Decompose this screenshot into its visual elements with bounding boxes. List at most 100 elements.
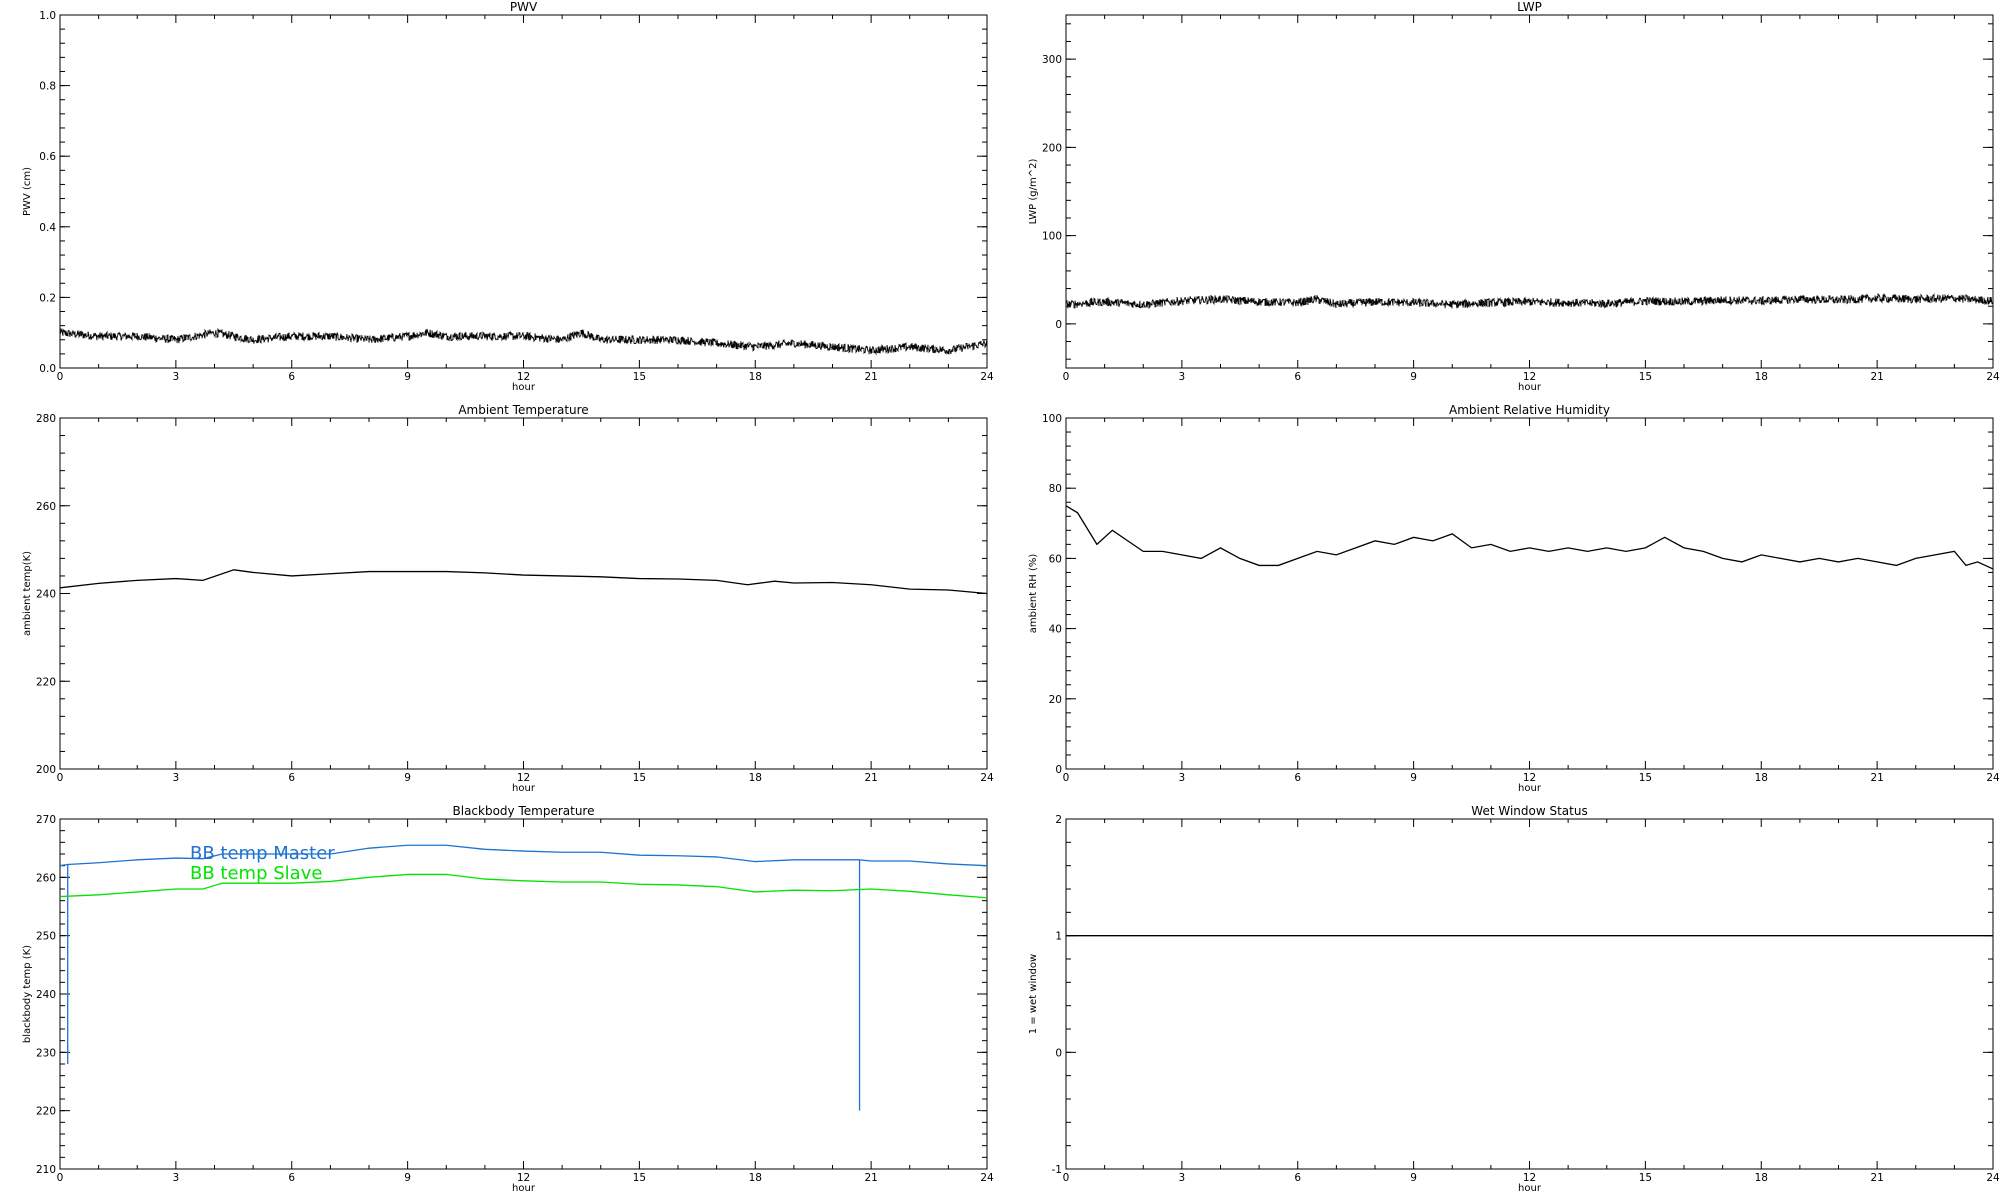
x-tick-label: 3 — [173, 1172, 180, 1184]
x-tick-label: 24 — [980, 1172, 994, 1184]
plot-frame — [1065, 417, 1994, 770]
x-tick-label: 24 — [980, 772, 994, 784]
x-tick-label: 18 — [749, 371, 762, 383]
y-tick-label: 0.0 — [39, 363, 56, 375]
chart-panel: Blackbody Temperature 0 3 6 9 12 15 18 21 24 hour 2… — [22, 804, 994, 1194]
x-tick-label: 9 — [404, 772, 411, 784]
y-tick-label: 0 — [1055, 1047, 1062, 1059]
y-tick-label: 200 — [36, 764, 56, 776]
x-tick-label: 24 — [1986, 772, 2000, 784]
x-tick-label: 18 — [1755, 772, 1768, 784]
x-tick-label: 12 — [517, 772, 530, 784]
y-tick-label: 60 — [1049, 553, 1062, 565]
x-tick-label: 18 — [749, 1172, 762, 1184]
x-tick-label: 21 — [1870, 772, 1883, 784]
series-line — [60, 327, 987, 356]
x-tick-label: 15 — [633, 1172, 646, 1184]
y-tick-label: 40 — [1049, 624, 1062, 636]
x-tick-label: 18 — [749, 772, 762, 784]
x-tick-label: 18 — [1755, 1172, 1768, 1184]
y-axis-label: LWP (g/m^2) — [1028, 159, 1039, 225]
y-tick-label: 260 — [36, 872, 56, 884]
plot-frame — [59, 14, 988, 369]
x-tick-label: 6 — [288, 371, 295, 383]
y-tick-label: 220 — [36, 676, 56, 688]
x-tick-label: 3 — [1179, 371, 1186, 383]
x-tick-label: 3 — [1179, 772, 1186, 784]
chart-title: Wet Window Status — [1471, 804, 1587, 818]
x-tick-label: 21 — [864, 772, 877, 784]
x-tick-label: 12 — [1523, 772, 1536, 784]
chart-panel: LWP 0 3 6 9 12 15 18 21 24 hour 0 100 200 300 LWP (g/m^… — [1028, 0, 2000, 393]
y-tick-label: 240 — [36, 989, 56, 1001]
plot-frame — [59, 417, 988, 770]
plot-frame — [1065, 818, 1994, 1170]
x-tick-label: 9 — [1410, 371, 1417, 383]
y-tick-label: 100 — [1042, 231, 1062, 243]
chart-title: Ambient Temperature — [458, 403, 588, 417]
x-tick-label: 0 — [57, 371, 64, 383]
x-tick-label: 12 — [1523, 1172, 1536, 1184]
y-axis-label: blackbody temp (K) — [22, 945, 33, 1043]
x-axis-label: hour — [1518, 1183, 1542, 1194]
y-axis-label: ambient temp(K) — [22, 551, 33, 636]
series-line — [1066, 292, 1993, 310]
x-axis-label: hour — [1518, 783, 1542, 794]
x-tick-label: 9 — [404, 1172, 411, 1184]
y-tick-label: 80 — [1049, 483, 1062, 495]
legend-entry: BB temp Slave — [190, 863, 322, 884]
x-tick-label: 3 — [1179, 1172, 1186, 1184]
x-tick-label: 21 — [1870, 371, 1883, 383]
y-axis-label: PWV (cm) — [22, 167, 33, 216]
y-tick-label: 210 — [36, 1164, 56, 1176]
y-tick-label: 200 — [1042, 142, 1062, 154]
y-tick-label: 280 — [36, 413, 56, 425]
x-tick-label: 12 — [1523, 371, 1536, 383]
x-tick-label: 24 — [980, 371, 994, 383]
x-tick-label: 9 — [1410, 772, 1417, 784]
x-tick-label: 18 — [1755, 371, 1768, 383]
y-tick-label: -1 — [1052, 1164, 1062, 1176]
x-tick-label: 6 — [288, 772, 295, 784]
y-tick-label: 250 — [36, 931, 56, 943]
x-tick-label: 6 — [1294, 772, 1301, 784]
y-tick-label: 0 — [1055, 764, 1062, 776]
x-tick-label: 15 — [633, 371, 646, 383]
x-tick-label: 3 — [173, 371, 180, 383]
x-tick-label: 24 — [1986, 371, 2000, 383]
chart-title: Ambient Relative Humidity — [1449, 403, 1610, 417]
y-tick-label: 220 — [36, 1106, 56, 1118]
x-tick-label: 0 — [1063, 371, 1070, 383]
x-tick-label: 3 — [173, 772, 180, 784]
chart-title: PWV — [510, 0, 538, 14]
y-tick-label: 270 — [36, 814, 56, 826]
chart-title: LWP — [1517, 0, 1542, 14]
series-line — [60, 873, 987, 899]
x-tick-label: 0 — [1063, 772, 1070, 784]
y-tick-label: 260 — [36, 501, 56, 513]
y-tick-label: 0.8 — [39, 81, 56, 93]
y-tick-label: 230 — [36, 1047, 56, 1059]
x-axis-label: hour — [512, 1183, 536, 1194]
chart-panel: Ambient Temperature 0 3 6 9 12 15 18 21 24 hour 200… — [22, 403, 994, 794]
x-tick-label: 0 — [57, 1172, 64, 1184]
y-tick-label: 2 — [1055, 814, 1062, 826]
series-line — [1066, 505, 1993, 570]
plot-frame — [1065, 14, 1994, 369]
chart-title: Blackbody Temperature — [453, 804, 595, 818]
x-tick-label: 12 — [517, 371, 530, 383]
y-tick-label: 0.4 — [39, 222, 56, 234]
x-axis-label: hour — [1518, 382, 1542, 393]
series-line — [60, 569, 987, 595]
x-tick-label: 9 — [1410, 1172, 1417, 1184]
x-tick-label: 6 — [1294, 1172, 1301, 1184]
x-tick-label: 15 — [1639, 1172, 1652, 1184]
x-tick-label: 6 — [288, 1172, 295, 1184]
y-tick-label: 100 — [1042, 413, 1062, 425]
x-axis-label: hour — [512, 382, 536, 393]
x-tick-label: 12 — [517, 1172, 530, 1184]
x-tick-label: 15 — [1639, 772, 1652, 784]
y-tick-label: 240 — [36, 589, 56, 601]
y-tick-label: 300 — [1042, 54, 1062, 66]
